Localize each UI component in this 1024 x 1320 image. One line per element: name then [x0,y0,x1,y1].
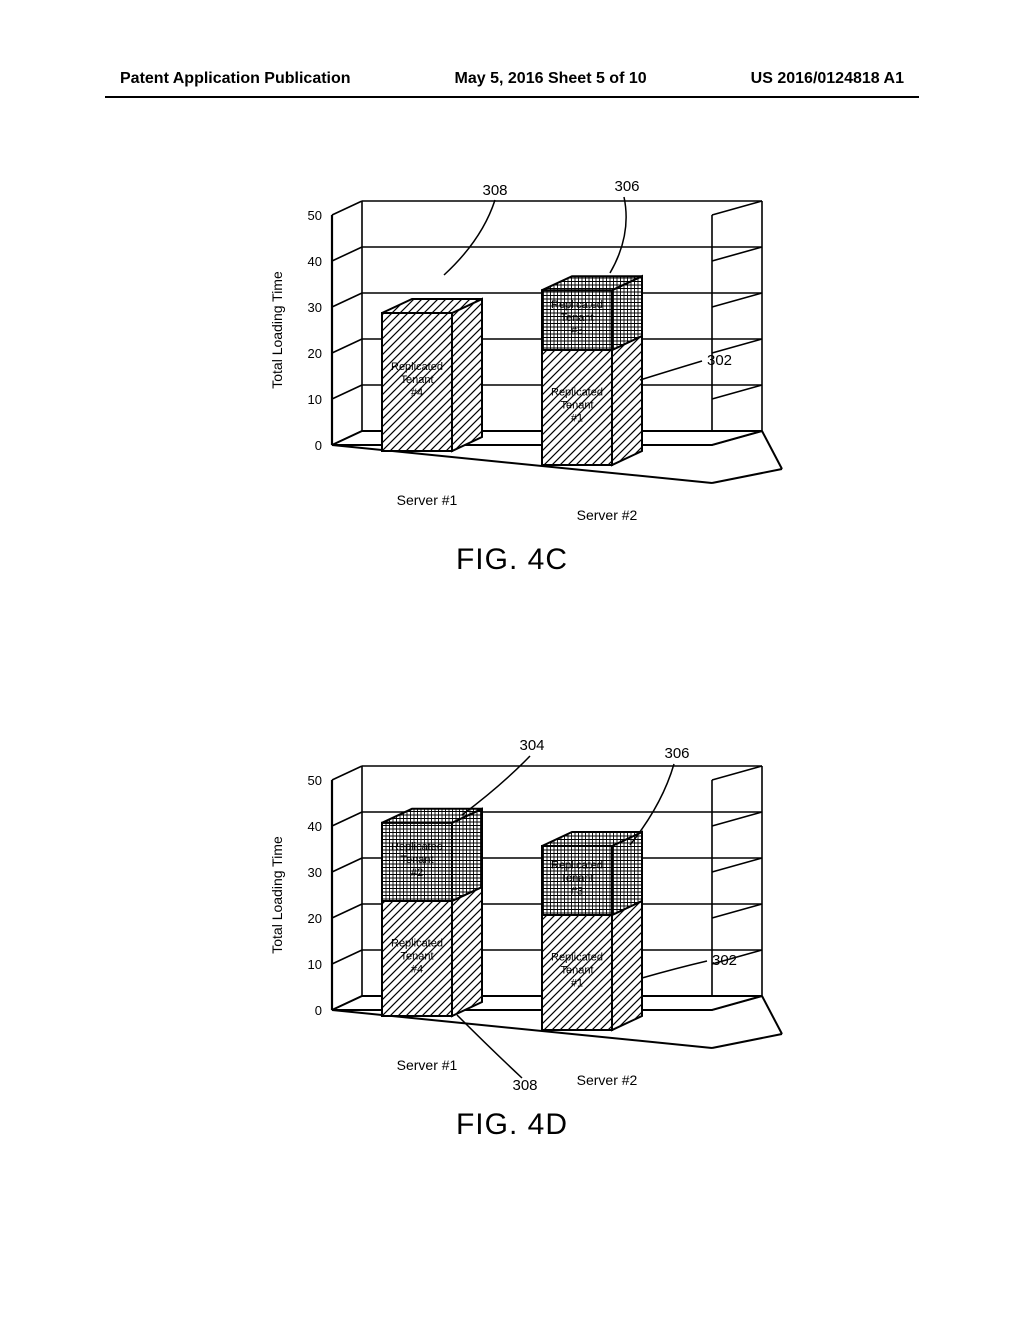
svg-text:10: 10 [308,957,322,972]
svg-text:308: 308 [482,182,507,199]
svg-text:Total Loading Time: Total Loading Time [269,271,285,389]
svg-text:30: 30 [308,865,322,880]
svg-text:Replicated: Replicated [551,860,603,872]
svg-text:20: 20 [308,911,322,926]
chart-4d: 01020304050Total Loading TimeReplicatedT… [232,710,792,1090]
svg-text:Tenant: Tenant [400,374,433,386]
svg-text:Replicated: Replicated [391,361,443,373]
svg-text:Replicated: Replicated [551,299,603,311]
svg-text:#2: #2 [411,867,423,879]
svg-text:#3: #3 [571,886,583,898]
svg-text:Replicated: Replicated [391,938,443,950]
figure-4c: 01020304050Total Loading TimeReplicatedT… [0,145,1024,577]
svg-text:30: 30 [308,300,322,315]
svg-text:#3: #3 [571,325,583,337]
svg-text:10: 10 [308,392,322,407]
svg-text:Tenant: Tenant [400,951,433,963]
header-center: May 5, 2016 Sheet 5 of 10 [455,70,647,88]
svg-text:304: 304 [519,737,544,754]
svg-text:Server #2: Server #2 [577,1072,638,1088]
header-left: Patent Application Publication [120,70,351,88]
svg-text:Replicated: Replicated [391,841,443,853]
figure-4d: 01020304050Total Loading TimeReplicatedT… [0,710,1024,1142]
svg-text:#4: #4 [411,964,423,976]
svg-text:Tenant: Tenant [560,400,593,412]
svg-text:Replicated: Replicated [551,387,603,399]
svg-text:308: 308 [512,1077,537,1090]
svg-text:Total Loading Time: Total Loading Time [269,836,285,954]
chart-4c: 01020304050Total Loading TimeReplicatedT… [232,145,792,525]
svg-text:40: 40 [308,819,322,834]
patent-page: Patent Application Publication May 5, 20… [0,0,1024,1320]
svg-text:50: 50 [308,208,322,223]
svg-text:Server #1: Server #1 [397,1057,458,1073]
svg-text:Tenant: Tenant [560,873,593,885]
svg-text:306: 306 [614,178,639,195]
svg-text:#1: #1 [571,978,583,990]
svg-text:306: 306 [664,745,689,762]
caption-4d: FIG. 4D [456,1108,568,1142]
svg-text:302: 302 [707,352,732,369]
svg-text:#4: #4 [411,387,423,399]
svg-text:0: 0 [315,1003,322,1018]
header-right: US 2016/0124818 A1 [751,70,904,88]
svg-text:302: 302 [712,952,737,969]
svg-text:20: 20 [308,346,322,361]
svg-text:0: 0 [315,438,322,453]
svg-text:Tenant: Tenant [560,965,593,977]
header-rule [105,96,919,98]
svg-text:#1: #1 [571,413,583,425]
svg-text:Tenant: Tenant [400,854,433,866]
svg-text:Server #2: Server #2 [577,507,638,523]
caption-4c: FIG. 4C [456,543,568,577]
page-header: Patent Application Publication May 5, 20… [0,70,1024,88]
svg-text:40: 40 [308,254,322,269]
svg-text:50: 50 [308,773,322,788]
svg-text:Server #1: Server #1 [397,492,458,508]
svg-text:Replicated: Replicated [551,952,603,964]
svg-text:Tenant: Tenant [560,312,593,324]
